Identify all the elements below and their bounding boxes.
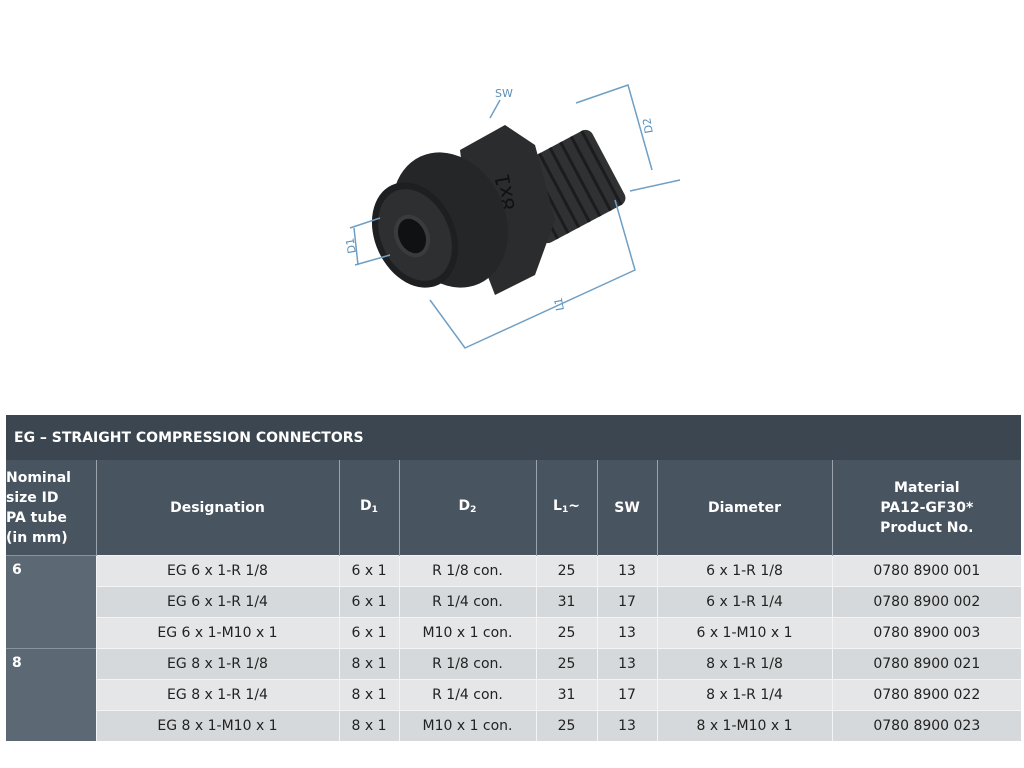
- cell-diameter: 8 x 1-R 1/4: [656, 679, 832, 711]
- header-text: L: [553, 497, 562, 514]
- header-designation: Designation: [95, 460, 339, 556]
- header-text: D: [360, 497, 372, 514]
- cell-designation: EG 6 x 1-R 1/8: [95, 555, 339, 587]
- header-line: PA tube: [6, 509, 67, 526]
- cell-product-no: 0780 8900 021: [831, 648, 1022, 680]
- cell-sw: 13: [596, 648, 657, 680]
- cell-designation: EG 6 x 1-R 1/4: [95, 586, 339, 618]
- header-d2: D2: [398, 460, 536, 556]
- header-line: Nominal: [6, 469, 71, 486]
- dimension-label-sw: SW: [495, 87, 513, 100]
- dimension-lines: [349, 84, 681, 349]
- cell-sw: 13: [596, 555, 657, 587]
- cell-d1: 8 x 1: [338, 710, 399, 741]
- header-nominal-size: Nominal size ID PA tube (in mm): [6, 460, 96, 556]
- connector-spec-table: EG – STRAIGHT COMPRESSION CONNECTORS Nom…: [6, 415, 1022, 741]
- cell-d2: R 1/4 con.: [398, 586, 536, 618]
- connector-body: 8x1: [371, 125, 626, 295]
- table-title: EG – STRAIGHT COMPRESSION CONNECTORS: [6, 415, 1022, 460]
- cell-sw: 13: [596, 710, 657, 741]
- cell-d2: M10 x 1 con.: [398, 710, 536, 741]
- cell-diameter: 6 x 1-M10 x 1: [656, 617, 832, 649]
- cell-l1: 25: [535, 710, 597, 741]
- header-line: size ID: [6, 489, 59, 506]
- header-text: D: [458, 497, 471, 514]
- header-line: (in mm): [6, 529, 68, 546]
- header-row: Nominal size ID PA tube (in mm) Designat…: [6, 460, 1022, 556]
- header-suffix: ~: [568, 497, 580, 514]
- dimension-label-d2: D2: [640, 117, 655, 134]
- cell-designation: EG 8 x 1-R 1/8: [95, 648, 339, 680]
- cell-l1: 31: [535, 679, 597, 711]
- cell-d2: R 1/8 con.: [398, 648, 536, 680]
- header-line: Product No.: [880, 519, 974, 536]
- cell-diameter: 8 x 1-M10 x 1: [656, 710, 832, 741]
- connector-product-image: 8x1 SW D2 D1 L1: [343, 84, 681, 349]
- cell-nominal-size: 8: [6, 648, 96, 741]
- cell-l1: 25: [535, 555, 597, 587]
- cell-d1: 6 x 1: [338, 617, 399, 649]
- cell-d1: 6 x 1: [338, 586, 399, 618]
- cell-diameter: 8 x 1-R 1/8: [656, 648, 832, 680]
- cell-d1: 6 x 1: [338, 555, 399, 587]
- cell-diameter: 6 x 1-R 1/4: [656, 586, 832, 618]
- cell-product-no: 0780 8900 003: [831, 617, 1022, 649]
- header-diameter: Diameter: [656, 460, 832, 556]
- cell-product-no: 0780 8900 023: [831, 710, 1022, 741]
- cell-d2: R 1/8 con.: [398, 555, 536, 587]
- cell-l1: 31: [535, 586, 597, 618]
- cell-nominal-size: 6: [6, 555, 96, 649]
- header-sw: SW: [596, 460, 657, 556]
- cell-designation: EG 8 x 1-M10 x 1: [95, 710, 339, 741]
- cell-designation: EG 8 x 1-R 1/4: [95, 679, 339, 711]
- cell-product-no: 0780 8900 022: [831, 679, 1022, 711]
- cell-sw: 17: [596, 679, 657, 711]
- cell-d1: 8 x 1: [338, 648, 399, 680]
- cell-sw: 13: [596, 617, 657, 649]
- header-l1: L1~: [535, 460, 597, 556]
- header-subscript: 1: [561, 504, 569, 515]
- header-line: PA12-GF30*: [880, 499, 974, 516]
- header-material-product-no: Material PA12-GF30* Product No.: [831, 460, 1022, 556]
- cell-d2: M10 x 1 con.: [398, 617, 536, 649]
- cell-designation: EG 6 x 1-M10 x 1: [95, 617, 339, 649]
- cell-product-no: 0780 8900 002: [831, 586, 1022, 618]
- cell-product-no: 0780 8900 001: [831, 555, 1022, 587]
- dimension-label-l1: L1: [552, 297, 567, 312]
- header-subscript: 2: [470, 504, 477, 515]
- cell-d1: 8 x 1: [338, 679, 399, 711]
- cell-l1: 25: [535, 617, 597, 649]
- header-d1: D1: [338, 460, 399, 556]
- cell-sw: 17: [596, 586, 657, 618]
- cell-diameter: 6 x 1-R 1/8: [656, 555, 832, 587]
- header-subscript: 1: [371, 504, 378, 515]
- dimension-label-d1: D1: [343, 237, 358, 254]
- cell-l1: 25: [535, 648, 597, 680]
- cell-d2: R 1/4 con.: [398, 679, 536, 711]
- header-line: Material: [894, 479, 960, 496]
